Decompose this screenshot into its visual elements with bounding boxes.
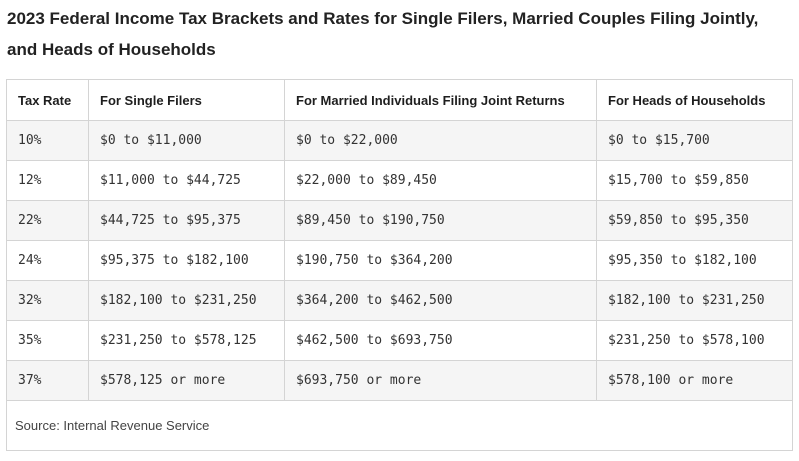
tax-brackets-table-container: Tax Rate For Single Filers For Married I… [6,79,793,451]
tax-brackets-table: Tax Rate For Single Filers For Married I… [6,79,793,451]
cell-heads-of-households: $578,100 or more [596,360,793,401]
header-row: Tax Rate For Single Filers For Married I… [6,79,793,121]
table-body: 10% $0 to $11,000 $0 to $22,000 $0 to $1… [6,120,793,401]
source-row: Source: Internal Revenue Service [6,400,793,451]
cell-single-filers: $231,250 to $578,125 [88,320,285,361]
cell-married-joint: $0 to $22,000 [284,120,597,161]
source-note: Source: Internal Revenue Service [6,400,793,451]
cell-tax-rate: 32% [6,280,89,321]
table-row: 32% $182,100 to $231,250 $364,200 to $46… [6,280,793,321]
cell-heads-of-households: $59,850 to $95,350 [596,200,793,241]
table-header: Tax Rate For Single Filers For Married I… [6,79,793,121]
table-title: 2023 Federal Income Tax Brackets and Rat… [7,9,759,59]
cell-tax-rate: 12% [6,160,89,201]
cell-single-filers: $182,100 to $231,250 [88,280,285,321]
cell-married-joint: $364,200 to $462,500 [284,280,597,321]
cell-heads-of-households: $182,100 to $231,250 [596,280,793,321]
cell-tax-rate: 22% [6,200,89,241]
cell-single-filers: $11,000 to $44,725 [88,160,285,201]
header-tax-rate: Tax Rate [6,79,89,121]
header-married-joint: For Married Individuals Filing Joint Ret… [284,79,597,121]
cell-married-joint: $89,450 to $190,750 [284,200,597,241]
cell-single-filers: $95,375 to $182,100 [88,240,285,281]
table-row: 10% $0 to $11,000 $0 to $22,000 $0 to $1… [6,120,793,161]
header-heads-of-households: For Heads of Households [596,79,793,121]
cell-tax-rate: 10% [6,120,89,161]
table-footer: Source: Internal Revenue Service [6,400,793,451]
cell-tax-rate: 37% [6,360,89,401]
table-row: 37% $578,125 or more $693,750 or more $5… [6,360,793,401]
table-row: 12% $11,000 to $44,725 $22,000 to $89,45… [6,160,793,201]
cell-single-filers: $44,725 to $95,375 [88,200,285,241]
cell-tax-rate: 35% [6,320,89,361]
table-row: 22% $44,725 to $95,375 $89,450 to $190,7… [6,200,793,241]
cell-heads-of-households: $0 to $15,700 [596,120,793,161]
cell-married-joint: $462,500 to $693,750 [284,320,597,361]
cell-tax-rate: 24% [6,240,89,281]
cell-married-joint: $190,750 to $364,200 [284,240,597,281]
table-row: 24% $95,375 to $182,100 $190,750 to $364… [6,240,793,281]
cell-married-joint: $693,750 or more [284,360,597,401]
cell-heads-of-households: $231,250 to $578,100 [596,320,793,361]
cell-heads-of-households: $15,700 to $59,850 [596,160,793,201]
table-row: 35% $231,250 to $578,125 $462,500 to $69… [6,320,793,361]
cell-married-joint: $22,000 to $89,450 [284,160,597,201]
cell-single-filers: $0 to $11,000 [88,120,285,161]
cell-heads-of-households: $95,350 to $182,100 [596,240,793,281]
cell-single-filers: $578,125 or more [88,360,285,401]
header-single-filers: For Single Filers [88,79,285,121]
